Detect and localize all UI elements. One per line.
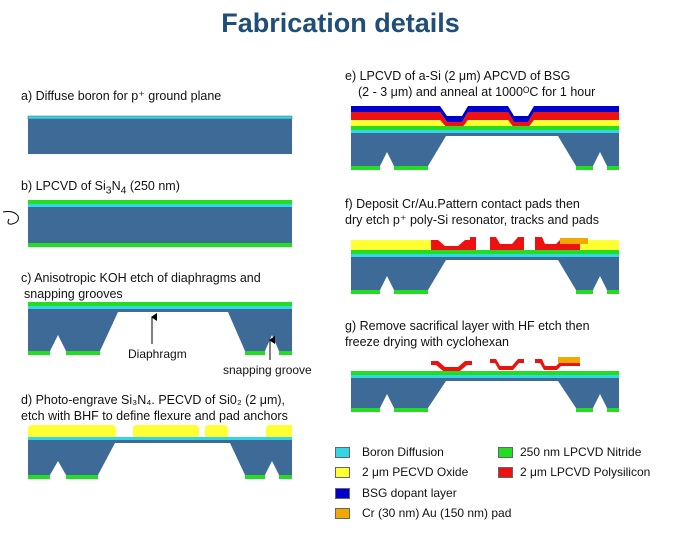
- nitride-bottom: [394, 290, 428, 294]
- cross-section-f: [351, 237, 619, 294]
- etched-substrate: [28, 309, 292, 351]
- nitride-bottom: [607, 166, 619, 170]
- nitride-bottom: [394, 166, 428, 170]
- legend-swatch: [498, 447, 513, 458]
- nitride-bottom: [607, 290, 619, 294]
- boron-layer: [28, 437, 292, 440]
- cross-section-b: [28, 200, 292, 247]
- released-resonator: [431, 361, 472, 371]
- legend-label: Cr (30 nm) Au (150 nm) pad: [362, 506, 511, 520]
- pen-scribble: [3, 212, 18, 225]
- cross-section-g: [351, 357, 619, 412]
- nitride-bottom: [576, 166, 593, 170]
- nitride-bottom: [576, 290, 593, 294]
- cross-section-a: [28, 116, 292, 154]
- oxide-layer: [351, 240, 431, 250]
- nitride-bottom: [66, 351, 100, 355]
- substrate: [28, 119, 292, 154]
- substrate: [28, 207, 292, 243]
- nitride-bottom: [279, 351, 292, 355]
- boron-layer: [28, 116, 292, 119]
- legend-swatch: [335, 508, 350, 519]
- boron-layer: [28, 204, 292, 207]
- oxide-pad: [28, 425, 116, 437]
- boron-layer: [351, 375, 619, 378]
- oxide-pad: [133, 425, 199, 437]
- etched-substrate: [351, 133, 619, 166]
- oxide-pad: [266, 425, 292, 437]
- etched-substrate: [351, 378, 619, 408]
- nitride-bottom: [279, 475, 292, 479]
- nitride-bottom: [351, 408, 380, 412]
- nitride-top: [28, 200, 292, 204]
- legend-label: 2 μm PECVD Oxide: [362, 465, 468, 479]
- nitride-top: [28, 302, 292, 306]
- boron-layer: [351, 130, 619, 133]
- nitride-bottom: [28, 351, 50, 355]
- nitride-bottom: [245, 475, 265, 479]
- cross-section-c: [28, 302, 292, 360]
- legend-swatch: [335, 447, 350, 458]
- legend-label: 250 nm LPCVD Nitride: [520, 445, 641, 459]
- boron-layer: [351, 254, 619, 257]
- legend-swatch: [335, 467, 350, 478]
- nitride-bottom: [607, 408, 619, 412]
- legend-swatch: [335, 488, 350, 499]
- nitride-layer: [351, 250, 619, 254]
- nitride-bottom: [576, 408, 593, 412]
- etched-substrate: [28, 440, 292, 475]
- nitride-bottom: [394, 408, 428, 412]
- etched-substrate: [351, 257, 619, 290]
- oxide-pad: [205, 425, 228, 437]
- poly-resonator: [431, 237, 476, 250]
- nitride-bottom: [245, 351, 265, 355]
- cr-au-pad: [558, 357, 580, 363]
- poly-track: [490, 237, 524, 250]
- legend-swatch: [498, 467, 513, 478]
- legend-label: BSG dopant layer: [362, 486, 457, 500]
- cross-section-d: [28, 425, 292, 479]
- nitride-bottom: [28, 475, 50, 479]
- legend-label: Boron Diffusion: [362, 445, 444, 459]
- cross-section-e: [351, 106, 619, 170]
- nitride-bottom: [28, 243, 292, 247]
- nitride-bottom: [66, 475, 98, 479]
- legend-label: 2 μm LPCVD Polysilicon: [520, 465, 650, 479]
- boron-layer: [28, 306, 292, 309]
- nitride-layer: [351, 371, 619, 375]
- nitride-layer: [351, 126, 619, 130]
- nitride-bottom: [351, 166, 380, 170]
- cr-au-pad: [560, 238, 588, 244]
- nitride-bottom: [351, 290, 380, 294]
- released-track: [490, 359, 524, 370]
